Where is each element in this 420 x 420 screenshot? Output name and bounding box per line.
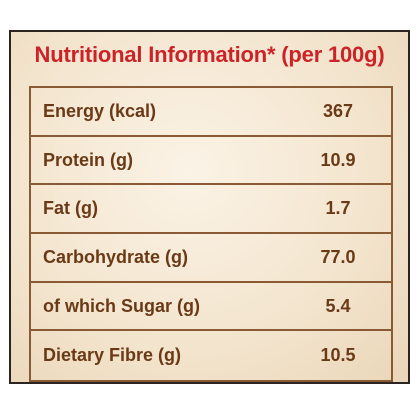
nutrient-value: 1.7 (325, 198, 351, 219)
nutrition-panel: Nutritional Information* (per 100g) Ener… (9, 30, 410, 384)
nutrient-value: 77.0 (320, 246, 356, 267)
nutrient-value: 5.4 (325, 295, 351, 316)
table-row: Energy (kcal) 367 (31, 88, 391, 137)
nutrient-label: Energy (kcal) (43, 100, 157, 121)
nutrition-table: Energy (kcal) 367 Protein (g) 10.9 Fat (g) 1.… (29, 86, 393, 383)
nutrient-label: Protein (g) (43, 149, 133, 170)
table-row: Fat (g) 1.7 (31, 185, 391, 235)
table-row: of which Sugar (g) 5.4 (31, 283, 391, 332)
nutrient-value: 367 (322, 100, 354, 121)
table-row: Dietary Fibre (g) 10.5 (31, 331, 391, 380)
nutrient-value: 10.9 (320, 149, 356, 170)
nutrient-value: 10.5 (320, 345, 356, 366)
title: Nutritional Information* (per 100g) (34, 42, 385, 67)
nutrient-label: of which Sugar (g) (43, 295, 200, 316)
table-row: Carbohydrate (g) 77.0 (31, 234, 391, 283)
table-row: Protein (g) 10.9 (31, 137, 391, 186)
nutrient-label: Fat (g) (43, 198, 98, 219)
nutrient-label: Dietary Fibre (g) (43, 345, 182, 366)
nutrient-label: Carbohydrate (g) (43, 246, 189, 267)
